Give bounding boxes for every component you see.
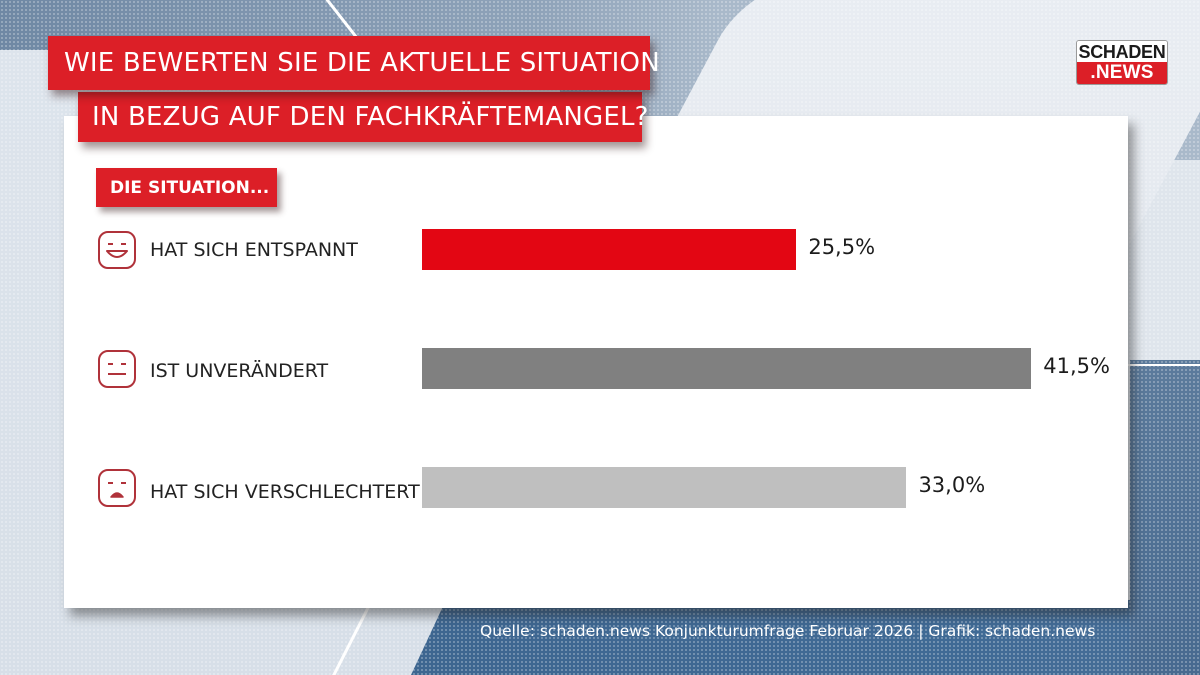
chart-row: IST UNVERÄNDERT 41,5%	[0, 0, 1200, 389]
background-accent-line	[1128, 364, 1200, 366]
bar-value-label: 33,0%	[918, 473, 986, 497]
bar	[422, 467, 907, 508]
logo-text-top: SCHADEN	[1077, 41, 1167, 62]
chart-title-line-2: IN BEZUG AUF DEN FACHKRÄFTEMANGEL?	[78, 92, 648, 142]
chart-row: HAT SICH VERSCHLECHTERT 33,0%	[0, 0, 1200, 508]
bar-value-label: 41,5%	[1043, 354, 1110, 378]
neutral-face-icon	[96, 348, 138, 390]
chart-title-line-1: WIE BEWERTEN SIE DIE AKTUELLE SITUATION	[48, 36, 660, 90]
schaden-news-logo: SCHADEN .NEWS	[1076, 40, 1168, 85]
chart-title-text: WIE BEWERTEN SIE DIE AKTUELLE SITUATION	[64, 48, 660, 78]
source-caption: Quelle: schaden.news Konjunkturumfrage F…	[480, 622, 1096, 640]
bar	[422, 348, 1032, 389]
chart-title-text: IN BEZUG AUF DEN FACHKRÄFTEMANGEL?	[92, 102, 649, 132]
bar	[422, 229, 797, 270]
chart-subtitle-text: DIE SITUATION...	[110, 177, 270, 198]
category-label: HAT SICH ENTSPANNT	[150, 239, 358, 261]
bar-value-label: 25,5%	[808, 235, 876, 259]
background-blue-right	[1130, 360, 1200, 675]
smiling-face-icon	[96, 229, 138, 271]
sad-face-icon	[96, 467, 138, 509]
category-label: HAT SICH VERSCHLECHTERT	[150, 481, 420, 503]
chart-subtitle: DIE SITUATION...	[96, 168, 277, 207]
chart-row: HAT SICH ENTSPANNT 25,5%	[0, 0, 1200, 270]
logo-text-bottom: .NEWS	[1077, 62, 1167, 84]
category-label: IST UNVERÄNDERT	[150, 360, 329, 382]
